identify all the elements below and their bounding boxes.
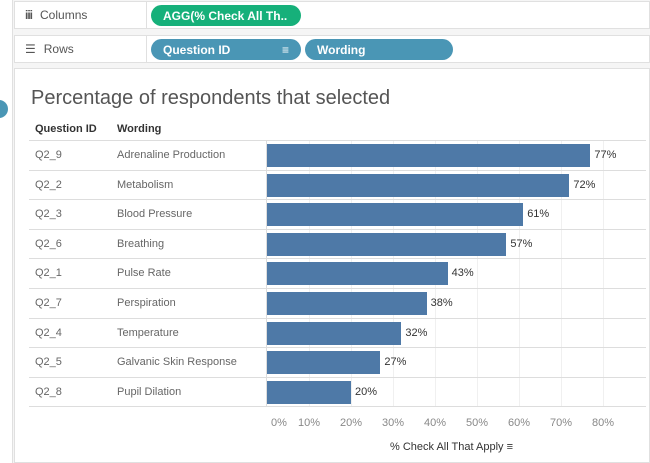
question-id-cell: Q2_2 xyxy=(35,178,62,191)
wording-cell: Pulse Rate xyxy=(117,267,171,280)
bar-value-label: 72% xyxy=(573,178,596,191)
x-tick-label: 50% xyxy=(465,417,489,429)
table-top-border xyxy=(29,140,646,141)
sort-icon[interactable]: ≡ xyxy=(506,441,514,453)
x-tick-label: 60% xyxy=(507,417,531,429)
bar-value-label: 77% xyxy=(594,149,617,161)
axis-line xyxy=(266,141,267,407)
table-row[interactable]: Q2_5 Galvanic Skin Response 27% xyxy=(29,348,646,378)
question-id-cell: Q2_9 xyxy=(35,149,62,161)
x-tick-label: 20% xyxy=(339,417,363,429)
wording-cell: Blood Pressure xyxy=(117,208,193,221)
wording-cell: Temperature xyxy=(117,326,179,339)
left-panel-pill-edge[interactable] xyxy=(0,100,8,118)
bar-value-label: 57% xyxy=(510,237,533,250)
chart-panel: Percentage of respondents that selected … xyxy=(14,68,650,463)
table-row[interactable]: Q2_2 Metabolism 72% xyxy=(29,171,646,201)
gridline xyxy=(603,141,604,407)
rows-shelf-label: ☰ Rows xyxy=(15,36,147,62)
bar-value-label: 32% xyxy=(405,326,428,339)
bar[interactable] xyxy=(267,321,402,345)
left-panel xyxy=(0,0,13,463)
header-wording: Wording xyxy=(117,123,162,135)
bar-value-label: 38% xyxy=(430,297,453,309)
table-row[interactable]: Q2_7 Perspiration 38% xyxy=(29,289,646,319)
table-row[interactable]: Q2_4 Temperature 32% xyxy=(29,319,646,349)
x-tick-label: 70% xyxy=(549,417,573,429)
table-row[interactable]: Q2_8 Pupil Dilation 20% xyxy=(29,378,646,408)
header-question-id: Question ID xyxy=(35,123,97,135)
chart-title: Percentage of respondents that selected xyxy=(31,87,391,109)
x-tick-label: 40% xyxy=(423,417,447,429)
wording-cell: Pupil Dilation xyxy=(117,385,182,398)
wording-cell: Perspiration xyxy=(117,297,176,309)
rows-pill-wording[interactable]: Wording xyxy=(305,39,453,60)
x-tick-label: 30% xyxy=(381,417,405,429)
x-tick-label: 0% xyxy=(271,417,287,429)
bar-value-label: 43% xyxy=(451,267,474,280)
x-tick-label: 10% xyxy=(297,417,321,429)
gridline xyxy=(519,141,520,407)
bar-value-label: 61% xyxy=(527,208,550,221)
gridline xyxy=(477,141,478,407)
columns-icon: iii xyxy=(25,8,33,22)
sort-icon[interactable]: ≡ xyxy=(281,42,289,57)
columns-pill-agg[interactable]: AGG(% Check All Th.. xyxy=(151,5,301,26)
question-id-cell: Q2_5 xyxy=(35,356,62,369)
wording-cell: Metabolism xyxy=(117,178,174,191)
question-id-cell: Q2_3 xyxy=(35,208,62,221)
question-id-cell: Q2_1 xyxy=(35,267,62,280)
gridline xyxy=(561,141,562,407)
bar[interactable] xyxy=(267,262,448,286)
columns-shelf-label: iii Columns xyxy=(15,2,147,28)
bar[interactable] xyxy=(267,232,507,256)
wording-cell: Adrenaline Production xyxy=(117,149,226,161)
columns-shelf[interactable]: iii Columns AGG(% Check All Th.. xyxy=(14,1,650,29)
bar[interactable] xyxy=(267,203,524,227)
wording-cell: Galvanic Skin Response xyxy=(117,356,237,369)
bar-value-label: 27% xyxy=(384,356,407,369)
rows-pill-question-id[interactable]: Question ID ≡ xyxy=(151,39,301,60)
bar[interactable] xyxy=(267,292,427,315)
table-row[interactable]: Q2_1 Pulse Rate 43% xyxy=(29,259,646,289)
rows-icon: ☰ xyxy=(25,42,36,56)
rows-shelf[interactable]: ☰ Rows Question ID ≡ Wording xyxy=(14,35,650,63)
bar[interactable] xyxy=(267,380,351,404)
x-tick-label: 80% xyxy=(591,417,615,429)
question-id-cell: Q2_4 xyxy=(35,326,62,339)
table-row[interactable]: Q2_9 Adrenaline Production 77% xyxy=(29,141,646,171)
question-id-cell: Q2_7 xyxy=(35,297,62,309)
question-id-cell: Q2_8 xyxy=(35,385,62,398)
table-row[interactable]: Q2_6 Breathing 57% xyxy=(29,230,646,260)
bar[interactable] xyxy=(267,144,591,167)
bar[interactable] xyxy=(267,173,570,197)
table-row[interactable]: Q2_3 Blood Pressure 61% xyxy=(29,200,646,230)
x-axis-title[interactable]: % Check All That Apply ≡ xyxy=(390,441,514,453)
question-id-cell: Q2_6 xyxy=(35,237,62,250)
bar-value-label: 20% xyxy=(355,385,378,398)
bar[interactable] xyxy=(267,351,381,375)
wording-cell: Breathing xyxy=(117,237,165,250)
